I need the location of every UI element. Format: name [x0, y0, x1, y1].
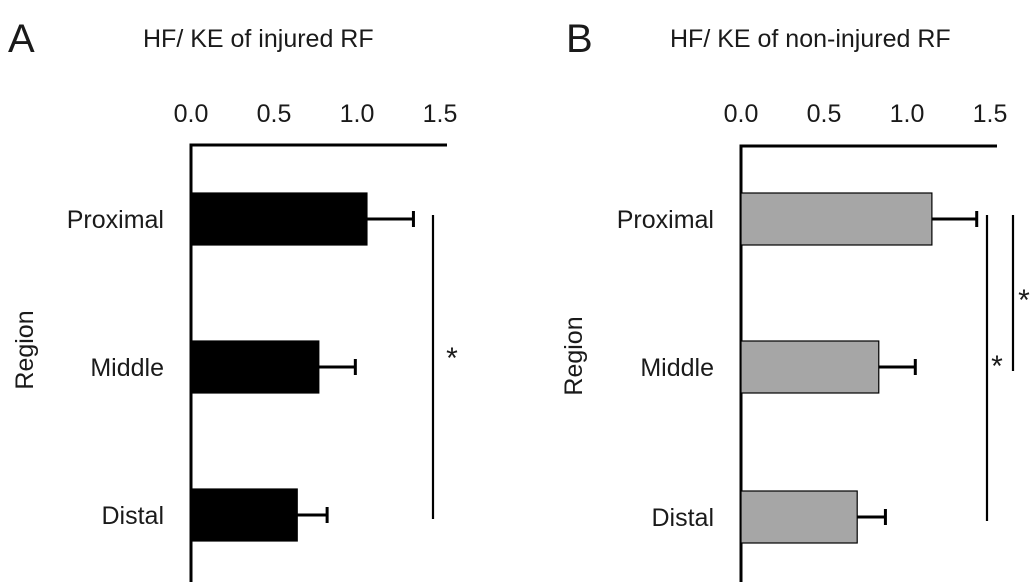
panel-b-plot-area: ** — [739, 144, 1030, 582]
panel-b-significance-star: * — [1018, 284, 1030, 317]
panel-a-bar-proximal — [190, 192, 368, 246]
panel-a-category-label: Distal — [101, 502, 164, 530]
panel-a-category-label: Middle — [90, 354, 164, 382]
panel-b-bar-distal — [740, 490, 858, 544]
panel-a-category-labels: Proximal Middle Distal — [67, 206, 164, 530]
panel-b-category-label: Proximal — [617, 206, 714, 234]
panel-b-title: HF/ KE of non-injured RF — [670, 25, 951, 53]
panel-a-label: A — [8, 17, 35, 61]
panel-b-x-tick-label: 0.5 — [807, 100, 842, 128]
panel-a-significance-star: * — [446, 342, 458, 375]
panel-a-x-tick-label: 1.0 — [340, 100, 375, 128]
panel-b-x-tick-labels: 0.0 0.5 1.0 1.5 — [724, 100, 1008, 128]
panel-b-category-label: Middle — [640, 354, 714, 382]
panel-a-x-tick-label: 0.0 — [174, 100, 209, 128]
panel-a-title: HF/ KE of injured RF — [143, 25, 374, 53]
panel-a-bar-middle — [190, 340, 320, 394]
panel-a-bar-distal — [190, 488, 298, 542]
panel-b: B HF/ KE of non-injured RF Region 0.0 0.5… — [560, 17, 1030, 582]
panel-a-y-axis-label: Region — [11, 310, 39, 389]
panel-a-plot-area: * — [189, 143, 458, 582]
panel-a: A HF/ KE of injured RF Region 0.0 0.5 1.0 1… — [8, 17, 458, 582]
panel-b-category-label: Distal — [651, 504, 714, 532]
panel-a-x-tick-label: 0.5 — [257, 100, 292, 128]
panel-b-x-tick-label: 0.0 — [724, 100, 759, 128]
panel-b-significance-star: * — [991, 350, 1003, 383]
panel-b-bar-proximal — [740, 192, 933, 246]
panel-b-bar-middle — [740, 340, 880, 394]
panel-b-x-tick-label: 1.5 — [973, 100, 1008, 128]
panel-a-x-tick-label: 1.5 — [423, 100, 458, 128]
panel-a-category-label: Proximal — [67, 206, 164, 234]
panel-a-x-tick-labels: 0.0 0.5 1.0 1.5 — [174, 100, 458, 128]
panel-b-y-axis-label: Region — [560, 316, 588, 395]
panel-b-x-tick-label: 1.0 — [890, 100, 925, 128]
panel-b-label: B — [566, 17, 593, 61]
panel-b-category-labels: Proximal Middle Distal — [617, 206, 714, 532]
